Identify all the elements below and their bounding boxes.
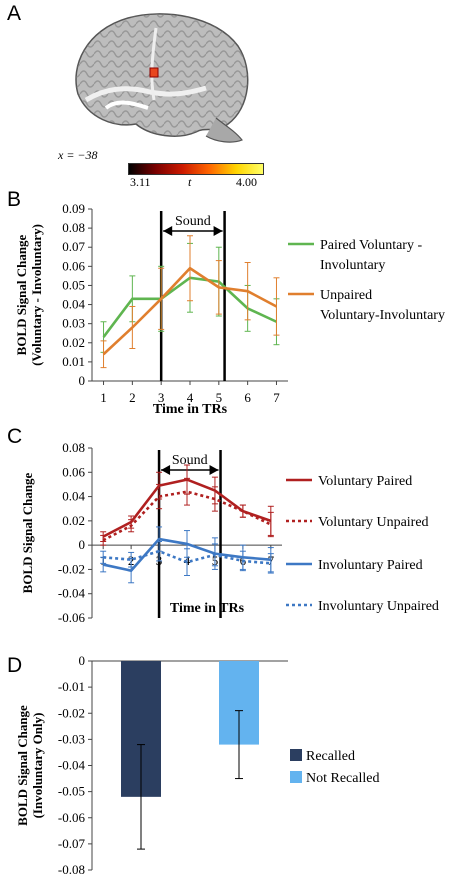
legend-label-4: Involuntary Unpaired <box>318 599 439 614</box>
y-tick-label: -0.06 <box>58 810 86 825</box>
x-tick-label: 4 <box>187 390 194 405</box>
event-arrow-left-head <box>163 226 173 236</box>
x-axis-title: Time in TRs <box>153 402 228 415</box>
y-tick-label: -0.08 <box>58 862 85 877</box>
x-tick-label: 3 <box>158 390 165 405</box>
y-tick-label: 0 <box>79 653 86 668</box>
y-tick-label: 0.05 <box>62 277 85 292</box>
y-tick-label: 0.02 <box>62 513 85 528</box>
chart-d: -0.08 -0.07 -0.06 -0.05 -0.04 -0.03 -0.02 -0.01… <box>15 653 379 877</box>
y-tick-label: 0.01 <box>62 354 85 369</box>
legend-swatch-2 <box>290 771 302 783</box>
colorbar-variable-label: t <box>188 175 192 189</box>
legend-label-1: Voluntary Paired <box>318 474 412 489</box>
y-tick-label: 0.04 <box>62 297 85 312</box>
legend-label-3: Involuntary Paired <box>318 558 423 573</box>
y-tick-label: -0.01 <box>58 679 85 694</box>
y-axis-title: BOLD Signal Change <box>14 234 29 355</box>
series-line-4 <box>103 549 271 565</box>
colorbar <box>128 163 264 175</box>
colorbar-max-label: 4.00 <box>236 175 257 189</box>
y-tick-label: -0.04 <box>58 586 86 601</box>
y-tick-label: 0.09 <box>62 201 85 216</box>
legend-label-2: Unpaired <box>320 288 372 303</box>
y-axis-title: (Voluntary - Involuntary) <box>29 224 44 366</box>
series-line-2 <box>102 266 278 356</box>
y-tick-label: -0.03 <box>58 731 85 746</box>
panel-label-c: C <box>7 425 23 448</box>
y-tick-label: 0.08 <box>62 440 85 455</box>
series-line-2 <box>102 490 272 542</box>
y-tick-label: 0.08 <box>62 220 85 235</box>
legend-label-2: Voluntary Unpaired <box>318 515 429 530</box>
event-label: Sound <box>175 214 211 229</box>
y-tick-label: 0 <box>79 537 86 552</box>
y-axis-title: BOLD Signal Change <box>15 705 30 826</box>
x-tick-label: 1 <box>100 390 107 405</box>
legend-swatch-1 <box>290 749 302 761</box>
panel-label-b: B <box>7 188 22 211</box>
x-tick-label: 7 <box>273 390 280 405</box>
event-arrow-right-head <box>209 465 219 475</box>
y-tick-label: -0.04 <box>58 758 86 773</box>
y-tick-label: -0.07 <box>58 836 86 851</box>
colorbar-min-label: 3.11 <box>130 175 151 189</box>
chart-c: -0.06-0.04-0.0200.020.040.060.081234567S… <box>20 440 439 625</box>
y-tick-label: 0.04 <box>62 489 85 504</box>
activation-cluster <box>149 67 159 78</box>
event-label: Sound <box>172 453 208 468</box>
y-tick-label: 0.02 <box>62 335 85 350</box>
y-tick-label: 0 <box>79 373 86 388</box>
panel-label-d: D <box>7 654 23 677</box>
y-tick-label: 0.03 <box>62 316 85 331</box>
x-tick-label: 6 <box>244 390 251 405</box>
y-axis-title: BOLD Signal Change <box>20 472 35 593</box>
legend-label-2: Not Recalled <box>306 771 379 786</box>
y-axis-title: (Involuntary Only) <box>30 713 45 819</box>
y-tick-label: -0.05 <box>58 784 85 799</box>
legend-label-2: Voluntary-Involuntary <box>320 308 445 323</box>
brain-render-image <box>75 13 249 143</box>
y-tick-label: -0.06 <box>58 610 86 625</box>
y-tick-label: 0.06 <box>62 258 85 273</box>
y-tick-label: 0.06 <box>62 464 85 479</box>
y-tick-label: -0.02 <box>58 705 85 720</box>
legend-label-1: Recalled <box>306 749 355 764</box>
panel-label-a: A <box>7 2 22 25</box>
x-tick-label: 5 <box>216 390 223 405</box>
event-arrow-right-head <box>213 226 223 236</box>
x-axis-title: Time in TRs <box>170 601 245 616</box>
chart-b: 0 0.01 0.02 0.03 0.04 0.05 0.06 0.07 0.08 0.09 1 2 3… <box>14 201 445 415</box>
legend-label-1: Involuntary <box>320 258 385 273</box>
y-tick-label: 0.07 <box>62 239 85 254</box>
y-tick-label: -0.02 <box>58 561 85 576</box>
x-tick-label: 2 <box>129 390 136 405</box>
legend-label-1: Paired Voluntary - <box>320 238 422 253</box>
event-arrow-left-head <box>161 465 171 475</box>
slice-coordinate-label: x = −38 <box>58 148 98 162</box>
